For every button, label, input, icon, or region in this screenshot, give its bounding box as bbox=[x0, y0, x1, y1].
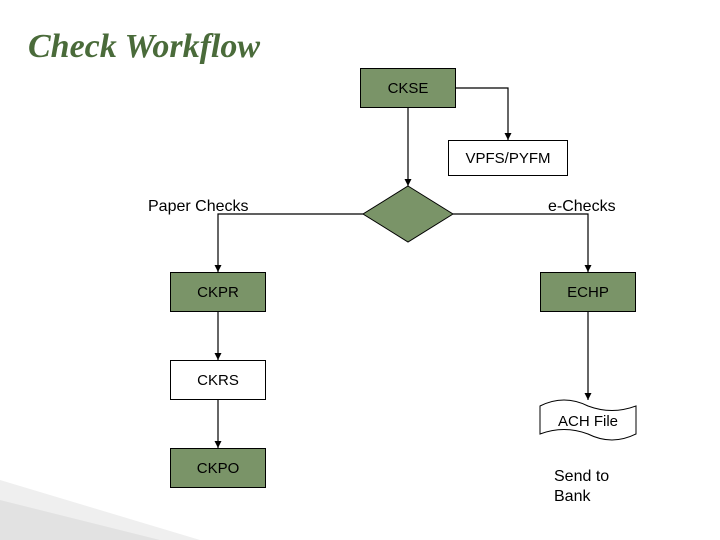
node-echp: ECHP bbox=[540, 272, 636, 312]
node-ckrs-label: CKRS bbox=[197, 372, 239, 389]
node-ckpr-label: CKPR bbox=[197, 284, 239, 301]
node-ach-file: ACH File bbox=[540, 400, 636, 440]
node-ckse: CKSE bbox=[360, 68, 456, 108]
node-ach-file-label: ACH File bbox=[558, 413, 618, 430]
node-vpfs-pyfm: VPFS/PYFM bbox=[448, 140, 568, 176]
page-title: Check Workflow bbox=[28, 28, 260, 66]
node-echp-label: ECHP bbox=[567, 284, 609, 301]
label-e-checks: e-Checks bbox=[548, 198, 616, 216]
label-paper-checks: Paper Checks bbox=[148, 198, 249, 216]
node-ckse-label: CKSE bbox=[388, 80, 429, 97]
node-vpfs-label: VPFS/PYFM bbox=[465, 150, 550, 167]
label-bank: Bank bbox=[554, 488, 590, 506]
label-send-to: Send to bbox=[554, 468, 609, 486]
node-decision-diamond bbox=[363, 186, 453, 242]
node-ckrs: CKRS bbox=[170, 360, 266, 400]
node-ckpo-label: CKPO bbox=[197, 460, 240, 477]
node-ckpr: CKPR bbox=[170, 272, 266, 312]
corner-decoration bbox=[0, 480, 200, 540]
node-ckpo: CKPO bbox=[170, 448, 266, 488]
